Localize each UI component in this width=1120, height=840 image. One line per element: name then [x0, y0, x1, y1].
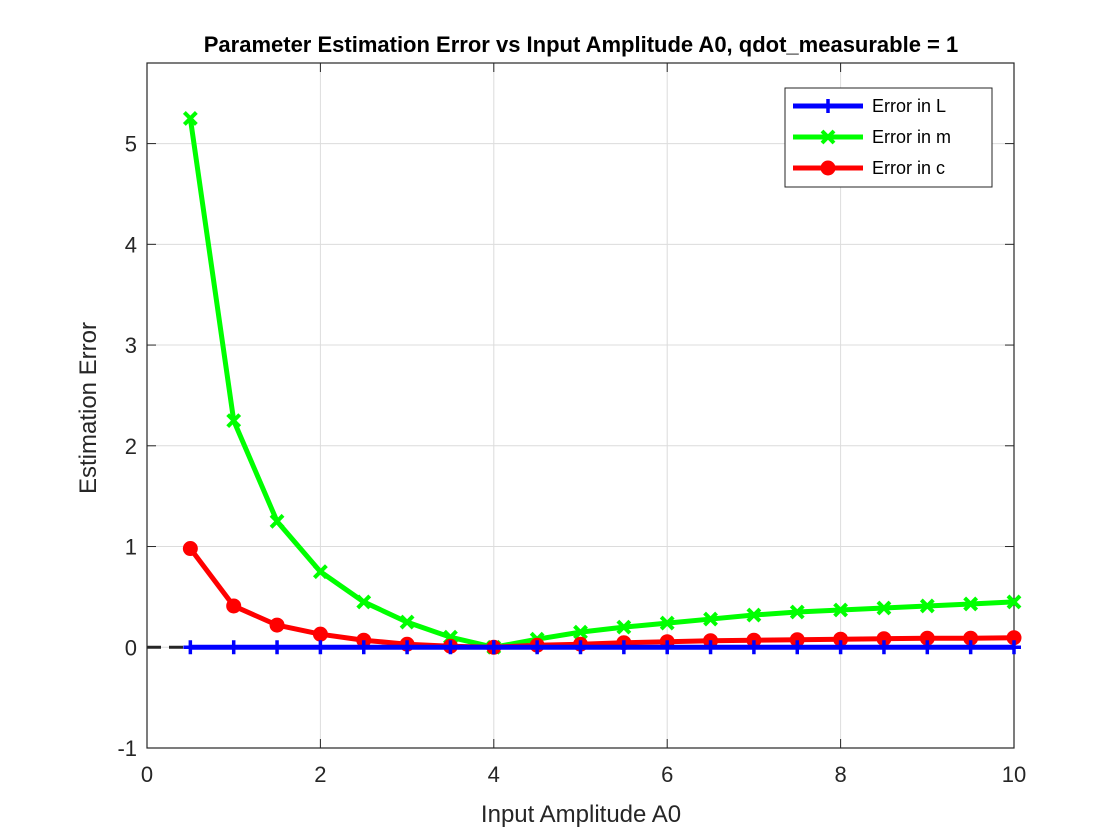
data-point — [183, 640, 198, 655]
y-tick-label: 4 — [125, 232, 137, 257]
data-point — [182, 541, 198, 557]
data-point — [1007, 640, 1021, 655]
data-point — [312, 626, 328, 642]
x-tick-label: 10 — [1002, 762, 1026, 787]
data-point — [659, 615, 675, 631]
data-point — [312, 564, 328, 580]
y-axis-label: Estimation Error — [75, 322, 102, 494]
data-point — [269, 617, 285, 633]
data-point — [443, 640, 458, 655]
data-point — [746, 640, 761, 655]
x-axis-label: Input Amplitude A0 — [481, 801, 681, 828]
data-point — [833, 640, 848, 655]
data-point — [573, 624, 588, 640]
x-tick-label: 2 — [314, 762, 326, 787]
data-point — [270, 640, 285, 655]
y-tick-label: 3 — [125, 333, 137, 358]
data-point — [226, 640, 241, 655]
series-line — [187, 118, 1015, 650]
data-point — [400, 640, 415, 655]
data-point — [876, 600, 892, 616]
x-tick-label: 8 — [834, 762, 846, 787]
data-point — [269, 513, 285, 529]
data-point — [790, 640, 805, 655]
legend-marker — [821, 99, 835, 113]
x-tick-label: 4 — [488, 762, 500, 787]
data-point — [226, 413, 242, 429]
y-tick-label: -1 — [117, 736, 137, 761]
data-point — [703, 640, 718, 655]
data-point — [919, 598, 935, 614]
data-point — [313, 640, 328, 655]
legend: Error in L Error in m Error in c — [784, 87, 993, 188]
y-tick-label: 0 — [125, 635, 137, 660]
data-point — [746, 607, 762, 623]
data-point — [182, 110, 198, 126]
axes-frame — [146, 62, 1015, 749]
x-tick-label: 0 — [141, 762, 153, 787]
data-point — [616, 619, 632, 635]
data-point — [616, 640, 631, 655]
x-tick-label: 6 — [661, 762, 673, 787]
data-point — [530, 640, 545, 655]
legend-label: Error in L — [872, 96, 946, 116]
y-tick-label: 5 — [125, 132, 137, 157]
data-point — [920, 640, 935, 655]
legend-label: Error in m — [872, 127, 951, 147]
data-point — [399, 614, 415, 630]
data-point — [356, 594, 372, 610]
data-point — [703, 611, 718, 627]
data-point — [963, 596, 979, 612]
legend-marker — [820, 129, 836, 145]
y-tick-label: 2 — [125, 434, 137, 459]
legend-marker — [820, 160, 836, 176]
data-point — [876, 640, 891, 655]
data-point — [789, 604, 805, 620]
data-point — [660, 640, 675, 655]
data-point — [486, 640, 501, 655]
data-point — [963, 640, 978, 655]
legend-label: Error in c — [872, 158, 945, 178]
data-point — [573, 640, 588, 655]
chart-title: Parameter Estimation Error vs Input Ampl… — [204, 32, 959, 57]
data-point — [226, 598, 242, 614]
data-point — [833, 602, 849, 618]
data-point — [1006, 594, 1022, 610]
data-point — [356, 640, 371, 655]
y-tick-label: 1 — [125, 535, 137, 560]
